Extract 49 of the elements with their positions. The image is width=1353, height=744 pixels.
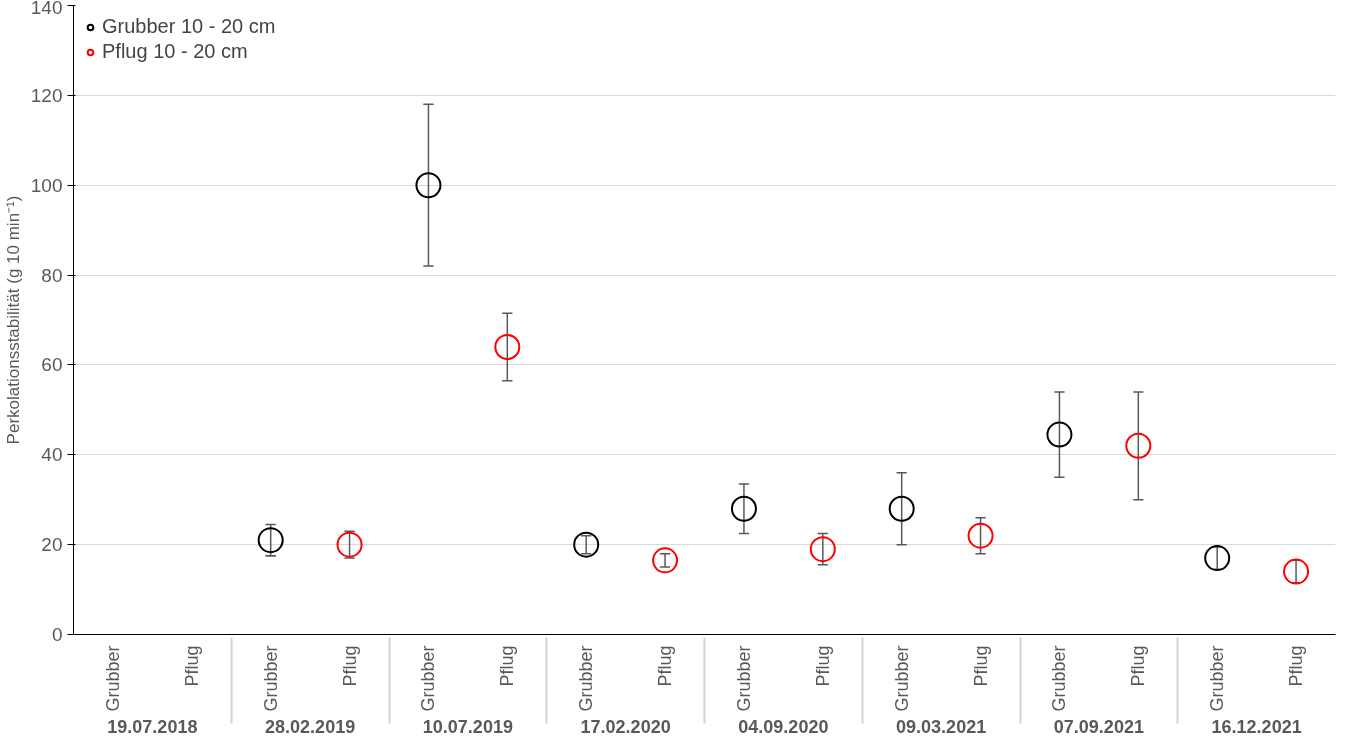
x-tick-label: Grubber <box>418 645 439 712</box>
x-tick-label: Pflug <box>1286 645 1307 687</box>
x-tick-label: Pflug <box>339 645 360 687</box>
y-tick-label: 80 <box>41 264 63 286</box>
point <box>494 333 521 360</box>
y-tick-label: 120 <box>30 84 63 106</box>
x-tick-label: Pflug <box>655 645 676 687</box>
x-tick-label: Grubber <box>1207 645 1228 712</box>
y-tick-label: 20 <box>41 534 63 556</box>
point <box>336 531 363 558</box>
x-tick-label: Pflug <box>970 645 991 687</box>
x-tick-label: Pflug <box>812 645 833 687</box>
y-axis-title: Perkolationsstabilität (g 10 min⁻¹) <box>3 195 23 445</box>
x-tick-label: Grubber <box>891 645 912 712</box>
text: 10.07.2019 <box>422 716 513 737</box>
legend-label: Pflug 10 - 20 cm <box>102 40 248 63</box>
legend-label: Grubber 10 - 20 cm <box>102 15 276 38</box>
point <box>888 495 915 522</box>
x-tick-label: Grubber <box>1049 645 1070 712</box>
point <box>415 172 442 199</box>
point <box>1204 545 1231 572</box>
text: 04.09.2020 <box>738 716 829 737</box>
x-tick-label: Grubber <box>102 645 123 712</box>
point <box>809 536 836 563</box>
x-tick-label: Pflug <box>497 645 518 687</box>
text: 09.03.2021 <box>896 716 987 737</box>
text: 17.02.2020 <box>580 716 671 737</box>
y-tick-label: 60 <box>41 354 63 376</box>
x-tick-label: Grubber <box>733 645 754 712</box>
x-tick-label: Grubber <box>260 645 281 712</box>
y-tick-label: 100 <box>30 174 63 196</box>
x-tick-label: Pflug <box>181 645 202 687</box>
text: 28.02.2019 <box>265 716 356 737</box>
point <box>652 547 679 574</box>
x-tick-label: Grubber <box>576 645 597 712</box>
y-tick-label: 40 <box>41 444 63 466</box>
point <box>1283 558 1310 585</box>
point <box>967 522 994 549</box>
point <box>1046 421 1073 448</box>
text: 16.12.2021 <box>1211 716 1302 737</box>
point <box>573 531 600 558</box>
point <box>257 527 284 554</box>
x-tick-label: Pflug <box>1128 645 1149 687</box>
point <box>1125 432 1152 459</box>
text: 07.09.2021 <box>1053 716 1144 737</box>
y-tick-label: 140 <box>30 0 63 18</box>
point <box>730 495 757 522</box>
y-tick-label: 0 <box>51 624 63 645</box>
text: 19.07.2018 <box>107 716 198 737</box>
